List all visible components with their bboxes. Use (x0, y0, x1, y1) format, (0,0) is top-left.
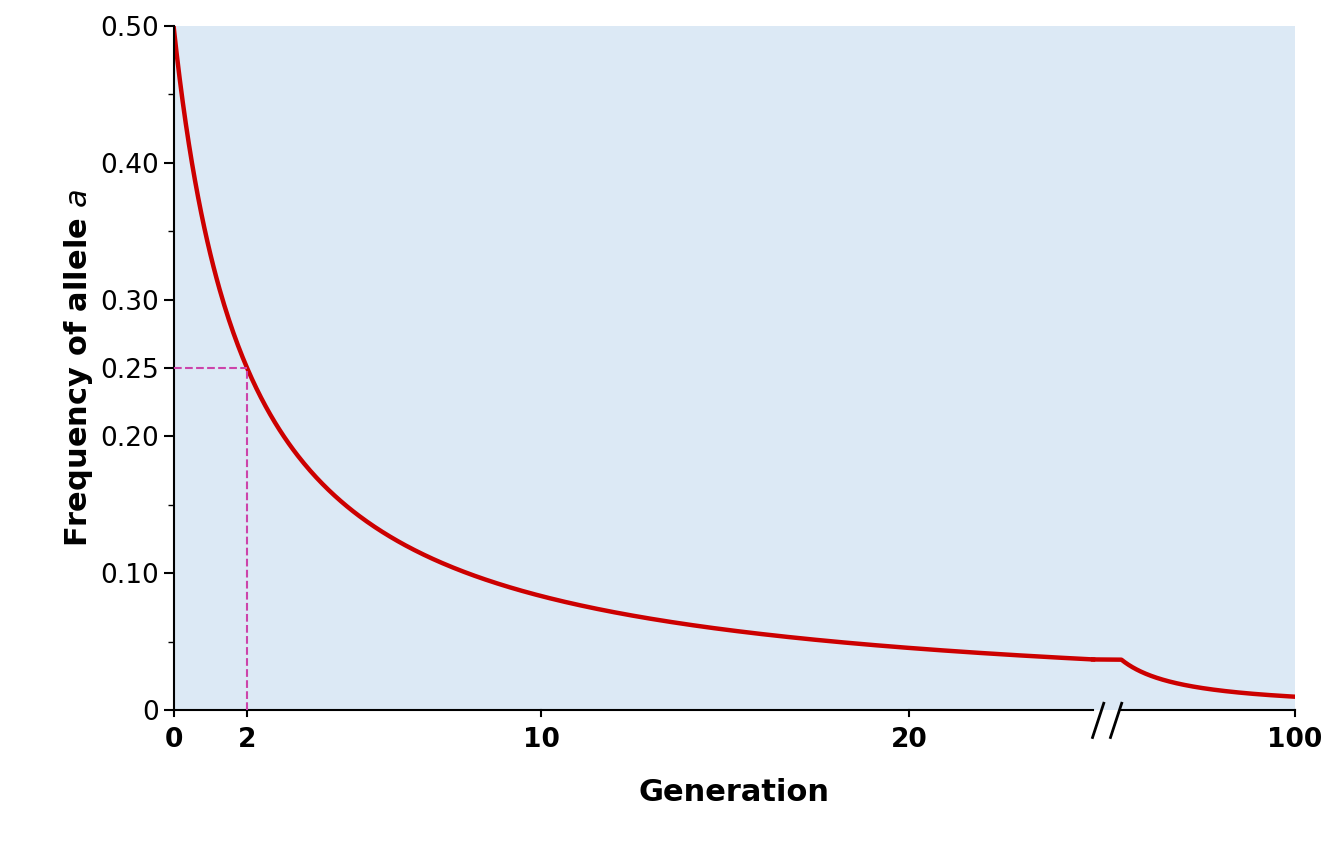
Text: 0: 0 (164, 727, 183, 753)
Text: 2: 2 (238, 727, 256, 753)
Text: Frequency of allele $\it{a}$: Frequency of allele $\it{a}$ (61, 189, 95, 547)
Text: 100: 100 (1267, 727, 1323, 753)
Text: 20: 20 (890, 727, 928, 753)
Text: 10: 10 (523, 727, 559, 753)
Text: Generation: Generation (638, 778, 830, 807)
